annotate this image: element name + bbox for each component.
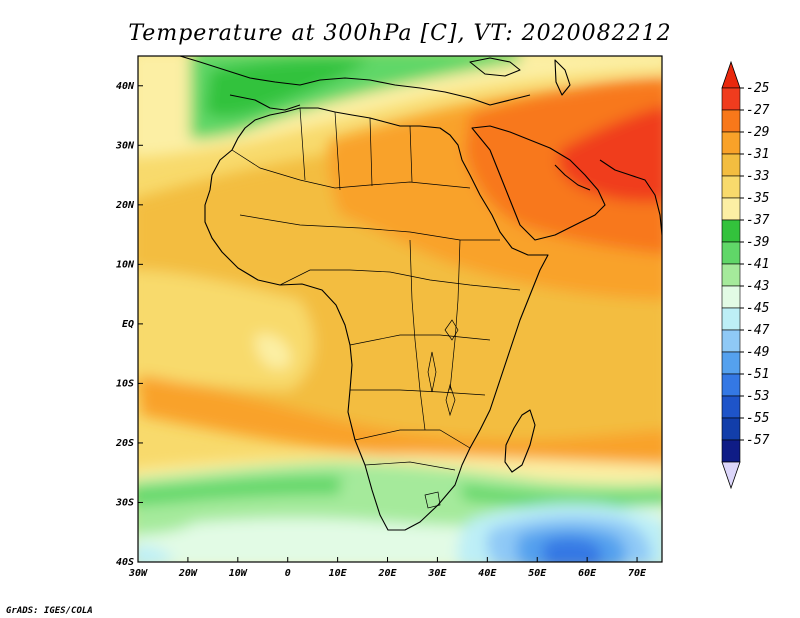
colorbar-swatch <box>721 197 741 221</box>
map-title: Temperature at 300hPa [C], VT: 202008221… <box>128 21 671 46</box>
lat-tick-label: 40S <box>116 557 134 568</box>
lon-tick-label: 70E <box>628 568 647 579</box>
credit-label: GrADS: IGES/COLA <box>6 606 93 616</box>
lat-tick-label: EQ <box>122 319 134 330</box>
colorbar-swatch <box>721 307 741 331</box>
colorbar-label: -53 <box>746 389 769 404</box>
colorbar-label: -47 <box>746 323 770 338</box>
colorbar-swatch <box>721 87 741 111</box>
colorbar-label: -27 <box>746 103 770 118</box>
country-borders <box>231 107 521 509</box>
colorbar-max-arrow <box>721 60 741 89</box>
colorbar-label: -51 <box>746 367 769 382</box>
lat-tick-label: 20S <box>115 438 134 449</box>
colorbar-swatch <box>721 329 741 353</box>
colorbar-min-arrow <box>721 461 741 490</box>
colorbar-swatch <box>721 395 741 419</box>
temperature-map: 30W 20W 10W 0 10E 20E 30E 40E 50E 60E 70E 40N 30N 20N… <box>115 55 663 579</box>
colorbar-swatch <box>721 175 741 199</box>
colorbar-label: -29 <box>746 125 769 140</box>
lat-tick-label: 40N <box>116 81 135 92</box>
colorbar-swatch <box>721 285 741 309</box>
colorbar-label: -43 <box>746 279 769 294</box>
colorbar-swatch <box>721 351 741 375</box>
colorbar-label: -25 <box>746 81 770 96</box>
colorbar-label: -33 <box>746 169 769 184</box>
lon-tick-label: 10W <box>229 568 248 579</box>
colorbar-label: -35 <box>746 191 770 206</box>
colorbar-swatch <box>721 153 741 177</box>
axis-ticks: 30W 20W 10W 0 10E 20E 30E 40E 50E 60E 70E 40N 30N 20N… <box>115 81 647 579</box>
colorbar-label: -45 <box>746 301 770 316</box>
colorbar-swatch <box>721 219 741 243</box>
colorbar-label: -49 <box>746 345 769 360</box>
colorbar-label: -41 <box>746 257 769 272</box>
colorbar: -25 -27 -29 -31 -33 -35 -37 -39 -41 -43 -45 -47 -49 -… <box>721 60 770 490</box>
colorbar-swatch <box>721 263 741 287</box>
colorbar-label: -31 <box>746 147 769 162</box>
lon-tick-label: 10E <box>329 568 348 579</box>
lon-tick-label: 40E <box>478 568 497 579</box>
colorbar-swatch <box>721 373 741 397</box>
map-frame <box>137 55 663 563</box>
lat-tick-label: 30S <box>115 497 134 508</box>
colorbar-swatch <box>721 439 741 463</box>
temperature-field <box>138 56 662 562</box>
lat-tick-label: 20N <box>115 200 135 211</box>
lat-tick-label: 30N <box>115 140 135 151</box>
colorbar-label: -37 <box>746 213 770 228</box>
colorbar-swatch <box>721 131 741 155</box>
great-lakes <box>427 319 459 417</box>
lon-tick-label: 60E <box>578 568 597 579</box>
lat-tick-label: 10N <box>116 259 135 270</box>
colorbar-label: -39 <box>746 235 769 250</box>
colorbar-swatch <box>721 417 741 441</box>
coastlines <box>179 56 662 531</box>
lon-tick-label: 30E <box>427 568 447 579</box>
colorbar-label: -57 <box>746 433 770 448</box>
lon-tick-label: 20E <box>377 568 397 579</box>
lon-tick-label: 50E <box>528 568 547 579</box>
lon-tick-label: 20W <box>178 568 198 579</box>
lat-tick-label: 10S <box>116 378 134 389</box>
colorbar-label: -55 <box>746 411 770 426</box>
colorbar-swatch <box>721 109 741 133</box>
lon-tick-label: 0 <box>285 568 291 579</box>
colorbar-swatch <box>721 241 741 265</box>
lon-tick-label: 30W <box>128 568 148 579</box>
